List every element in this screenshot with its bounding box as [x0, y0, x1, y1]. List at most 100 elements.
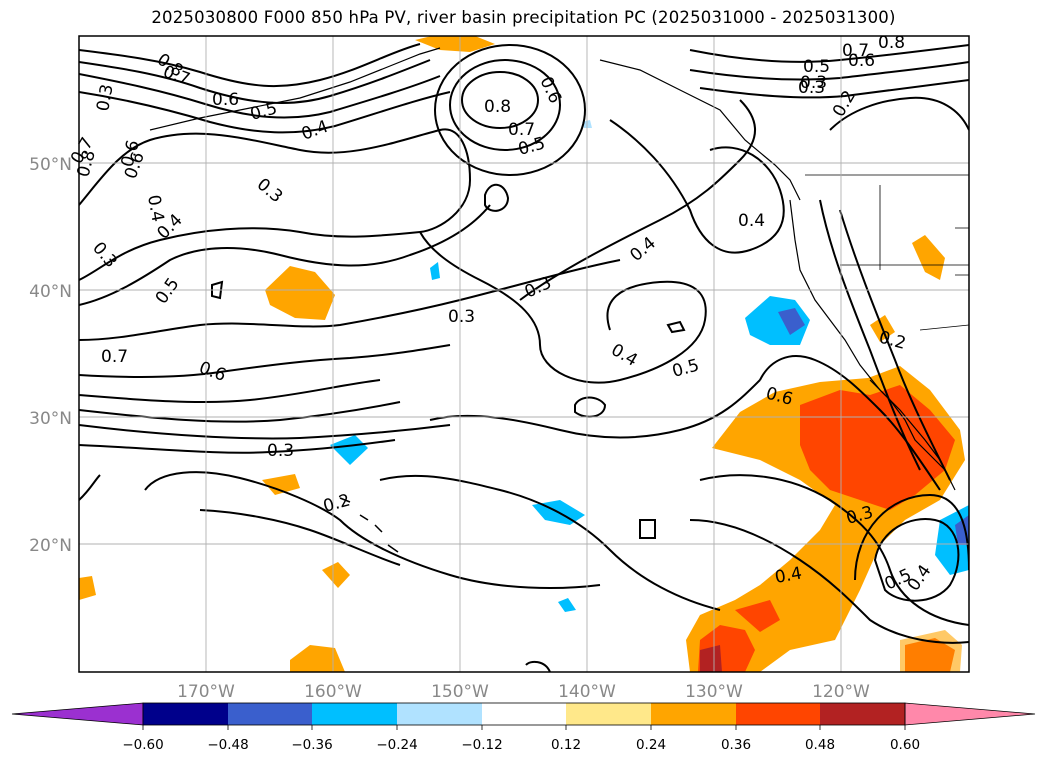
bc-coast	[599, 59, 801, 201]
shade-160w-orange	[265, 266, 335, 320]
alaska-coast	[149, 47, 441, 131]
contour-label: 0.8	[484, 97, 511, 117]
contour-label: 0.3	[798, 78, 825, 98]
contour-label: 0.5	[803, 57, 830, 77]
colorbar-ticks	[142, 725, 906, 730]
colorbar-bin	[397, 703, 482, 725]
colorbar-tick-label: −0.24	[376, 737, 417, 753]
contour-top-4	[79, 91, 451, 134]
contour-left-1	[79, 128, 472, 281]
contour-right-1	[609, 119, 785, 254]
contour-right-loop	[873, 518, 960, 602]
lat-label-20n: 20°N	[29, 536, 72, 556]
colorbar-frame	[142, 702, 906, 726]
colorbar-bin	[228, 703, 312, 725]
shade-38n-darkblue	[778, 308, 805, 335]
contour-center-high-1	[461, 71, 539, 129]
plot-gridlines	[79, 36, 969, 672]
contour-top-1	[79, 43, 421, 88]
pv-contours	[79, 43, 969, 672]
shade-small-red	[322, 562, 350, 588]
contour-left-7	[79, 424, 451, 440]
contour-left-4	[79, 344, 451, 378]
contour-label: 0.3	[800, 73, 827, 93]
latitude-labels: 50°N 40°N 30°N 20°N	[29, 155, 72, 556]
colorbar-bin	[651, 703, 736, 725]
contour-south-2	[199, 509, 401, 566]
contour-label: 0.7	[101, 347, 128, 367]
contour-right-vert-1	[819, 199, 921, 471]
colorbar-extend-max	[904, 702, 1036, 726]
contour-label: 0.4	[773, 564, 803, 588]
contour-right-4	[689, 519, 969, 644]
contour-label: 0.4	[143, 193, 167, 223]
colorbar-bin	[820, 703, 905, 725]
lon-label-150w: 150°W	[431, 682, 489, 702]
contour-center-loop-4	[379, 474, 721, 611]
contour-label: 0.3	[267, 441, 294, 461]
contour-right-vert-2	[839, 209, 951, 481]
contour-label: 0.6	[212, 90, 239, 110]
coastlines	[149, 47, 969, 553]
shade-hawaii-west	[262, 474, 300, 495]
lon-label-170w: 170°W	[177, 682, 235, 702]
contour-label: 0.7	[508, 120, 535, 140]
us-borders	[805, 174, 969, 331]
contour-small-1	[574, 396, 607, 418]
contour-left-5	[79, 379, 381, 404]
contour-center-big	[419, 231, 707, 384]
shade-ne-pacific-red	[800, 385, 955, 510]
contour-center-lobe	[484, 183, 510, 212]
shade-west-edge	[79, 576, 96, 600]
colorbar-tick-label: 0.60	[890, 737, 920, 753]
contour-label: 0.3	[448, 307, 475, 327]
contour-left-8	[79, 439, 396, 454]
contour-small-5	[525, 660, 551, 672]
contour-right-loop-2	[854, 493, 969, 581]
contour-center-loop-2	[519, 99, 756, 301]
shade-28n-blue	[330, 435, 368, 465]
contour-small-2	[666, 320, 686, 334]
lon-label-120w: 120°W	[812, 682, 870, 702]
contour-top-right-3	[699, 79, 969, 99]
lon-label-160w: 160°W	[304, 682, 362, 702]
contour-small-4	[639, 519, 656, 539]
colorbar-tick-label: 0.48	[805, 737, 835, 753]
shade-38n-blue	[745, 296, 810, 345]
colorbar-tick-label: −0.36	[291, 737, 332, 753]
contour-right-2	[759, 355, 941, 491]
contour-center-high-2	[449, 59, 561, 151]
contour-top-right-1	[689, 44, 969, 63]
lon-label-130w: 130°W	[685, 682, 743, 702]
shade-bottom-orange	[290, 645, 345, 672]
colorbar-extend-min	[11, 702, 144, 726]
hawaii-islands	[339, 497, 399, 553]
colorbar-tick-label: −0.48	[207, 737, 248, 753]
colorbar-bin	[736, 703, 820, 725]
colorbar-tick-label: −0.12	[461, 737, 502, 753]
longitude-labels: 170°W 160°W 150°W 140°W 130°W 120°W	[177, 682, 870, 702]
shade-45n-orange	[912, 235, 945, 280]
colorbar-tick-label: 0.24	[636, 737, 666, 753]
contour-left-wave	[79, 474, 101, 501]
contour-label: 0.6	[848, 51, 875, 71]
contour-label: 0.4	[738, 211, 765, 231]
contour-top-right-4	[829, 96, 969, 131]
colorbar-bin	[482, 703, 566, 725]
map-title: 2025030800 F000 850 hPa PV, river basin …	[151, 8, 896, 27]
california-coast	[789, 199, 956, 491]
colorbar: −0.60 −0.48 −0.36 −0.24 −0.12 0.12 0.24 …	[11, 702, 1036, 753]
lat-label-40n: 40°N	[29, 282, 72, 302]
shade-sw-darkred	[700, 645, 722, 672]
contour-small-3	[211, 280, 224, 300]
shade-top-orange	[415, 36, 495, 52]
contour-label: 0.7	[842, 41, 869, 61]
precip-shading-positive	[79, 36, 965, 672]
lon-label-140w: 140°W	[558, 682, 616, 702]
colorbar-tick-label: 0.36	[721, 737, 751, 753]
colorbar-bin	[566, 703, 651, 725]
contour-left-3	[79, 259, 621, 341]
map-frame	[78, 35, 970, 673]
colorbar-tick-label: −0.60	[122, 737, 163, 753]
